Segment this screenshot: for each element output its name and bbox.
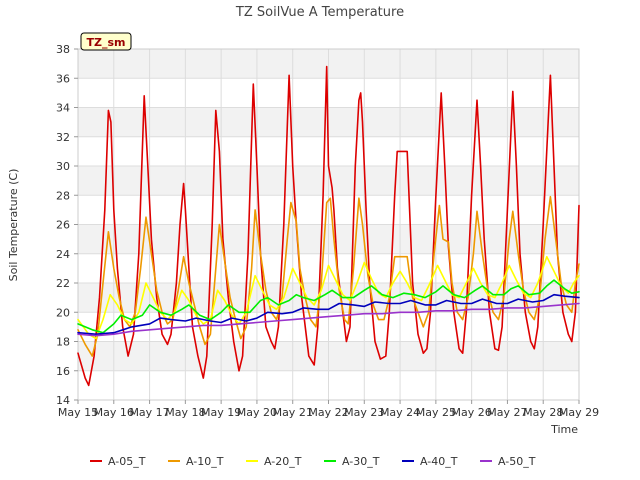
- x-tick-label: May 27: [487, 406, 527, 419]
- y-tick-label: 30: [56, 160, 70, 173]
- x-tick-label: May 25: [416, 406, 456, 419]
- y-tick-label: 36: [56, 72, 70, 85]
- y-tick-label: 24: [56, 248, 70, 261]
- series-line-a-40-t: [77, 293, 580, 336]
- legend-label-a-30-t: A-30_T: [342, 455, 380, 468]
- legend-label-a-10-t: A-10_T: [186, 455, 224, 468]
- y-tick-label: 34: [56, 102, 70, 115]
- grid-lines: [77, 48, 580, 401]
- y-axis-label: Soil Temperature (C): [7, 169, 20, 282]
- y-tick-label: 20: [56, 306, 70, 319]
- series-lines: [77, 65, 580, 387]
- y-tick-label: 18: [56, 336, 70, 349]
- legend: A-05_T A-10_T A-20_T A-30_T A-40_T A-50_T: [90, 455, 536, 468]
- series-line-a-20-t: [77, 255, 580, 340]
- x-tick-label: May 19: [201, 406, 241, 419]
- y-tick-label: 38: [56, 43, 70, 56]
- annotation-badge: TZ_sm: [80, 32, 132, 51]
- x-tick-label: May 23: [344, 406, 384, 419]
- x-tick-label: May 22: [308, 406, 348, 419]
- legend-label-a-05-t: A-05_T: [108, 455, 146, 468]
- x-tick-label: May 21: [273, 406, 313, 419]
- x-tick-label: May 20: [237, 406, 277, 419]
- series-line-a-50-t: [77, 302, 580, 337]
- legend-label-a-50-t: A-50_T: [498, 455, 536, 468]
- x-tick-label: May 29: [559, 406, 599, 419]
- y-tick-label: 22: [56, 277, 70, 290]
- x-tick-label: May 24: [380, 406, 420, 419]
- x-tick-label: May 16: [94, 406, 134, 419]
- legend-label-a-40-t: A-40_T: [420, 455, 458, 468]
- x-tick-label: May 15: [58, 406, 98, 419]
- chart-title: TZ SoilVue A Temperature: [235, 5, 404, 20]
- y-axis-ticks: 14 16 18 20 22 24 26 28 30 32 34 36 38: [56, 43, 78, 407]
- x-axis-label: Time: [550, 423, 578, 436]
- y-tick-label: 32: [56, 131, 70, 144]
- x-tick-label: May 26: [452, 406, 492, 419]
- legend-label-a-20-t: A-20_T: [264, 455, 302, 468]
- y-tick-label: 14: [56, 394, 70, 407]
- x-tick-label: May 17: [129, 406, 169, 419]
- series-line-a-05-t: [77, 65, 580, 387]
- annotation-badge-box: [80, 32, 132, 51]
- y-tick-label: 28: [56, 189, 70, 202]
- x-tick-label: May 18: [165, 406, 205, 419]
- annotation-badge-text: TZ_sm: [87, 36, 126, 49]
- y-tick-label: 16: [56, 365, 70, 378]
- series-line-a-10-t: [77, 195, 580, 357]
- series-line-a-30-t: [77, 279, 580, 334]
- y-tick-label: 26: [56, 219, 70, 232]
- x-tick-label: May 28: [523, 406, 563, 419]
